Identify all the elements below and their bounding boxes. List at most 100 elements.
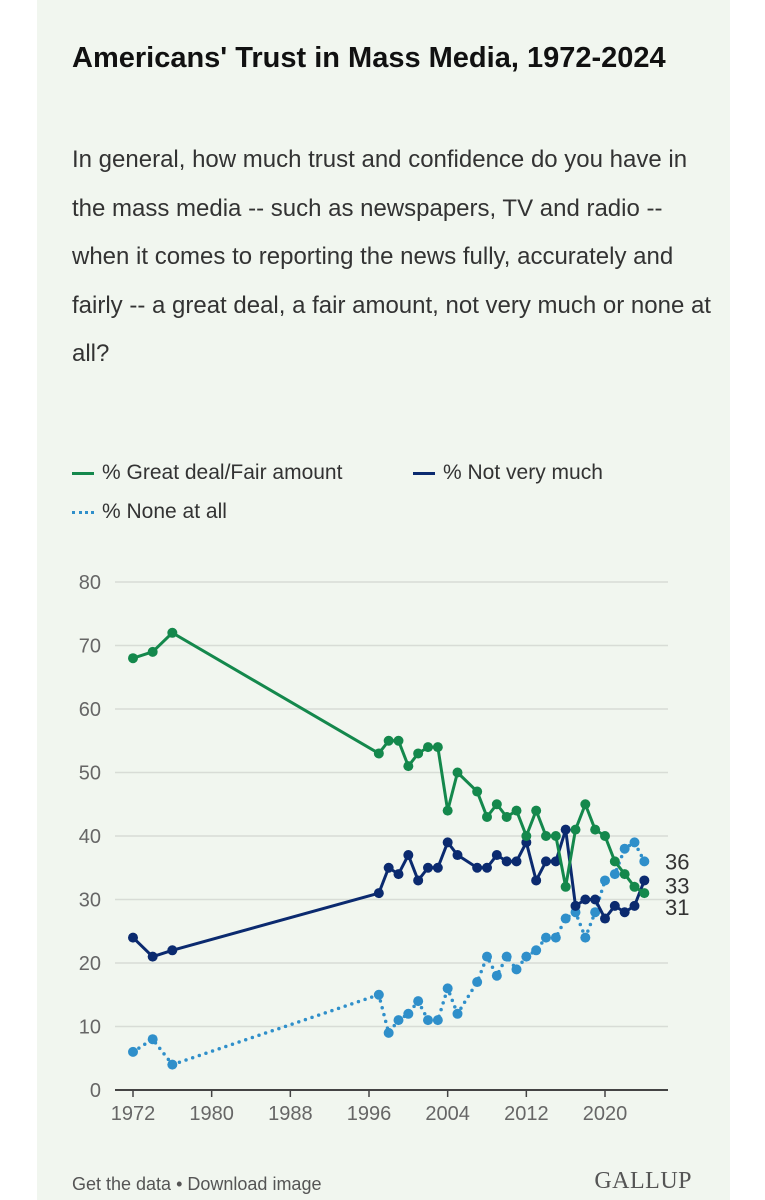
data-point	[383, 735, 394, 746]
data-point	[580, 932, 591, 943]
chart-title: Americans' Trust in Mass Media, 1972-202…	[72, 42, 666, 74]
data-point	[590, 824, 601, 835]
x-tick-label: 2012	[504, 1103, 549, 1125]
x-tick-label: 1996	[347, 1103, 392, 1125]
y-tick-label: 80	[79, 572, 101, 594]
data-point	[167, 1059, 178, 1070]
end-value-label: 36	[665, 849, 689, 874]
data-point	[403, 761, 414, 772]
data-point	[393, 735, 404, 746]
data-point	[482, 862, 492, 873]
legend-item-not-very-much: % Not very much	[413, 461, 603, 485]
data-point	[491, 850, 502, 861]
data-point	[501, 856, 512, 867]
legend-item-great-deal: % Great deal/Fair amount	[72, 461, 342, 485]
gallup-logo: GALLUP	[594, 1168, 692, 1194]
data-point	[472, 977, 483, 988]
data-point	[432, 742, 443, 753]
data-point	[452, 850, 463, 861]
y-tick-label: 50	[79, 763, 101, 785]
data-point	[393, 1015, 404, 1026]
data-point	[423, 862, 433, 873]
data-point	[373, 748, 384, 759]
data-point	[393, 869, 404, 880]
data-point	[413, 748, 424, 759]
data-point	[147, 1034, 158, 1045]
data-point	[570, 900, 581, 911]
data-point	[590, 907, 601, 918]
data-point	[442, 805, 453, 816]
y-tick-label: 20	[79, 953, 101, 975]
data-point	[521, 831, 532, 841]
data-point	[491, 799, 502, 810]
data-point	[619, 869, 630, 880]
legend-label: % Not very much	[443, 461, 603, 484]
data-point	[511, 964, 522, 975]
data-point	[413, 875, 424, 886]
download-image-link[interactable]: Download image	[187, 1174, 322, 1194]
data-point	[383, 862, 394, 873]
data-point	[373, 989, 384, 1000]
series-line	[131, 840, 647, 1067]
x-tick-label: 1980	[189, 1103, 234, 1125]
data-point	[521, 951, 532, 962]
x-tick-label: 1972	[111, 1103, 156, 1125]
legend-swatch	[413, 471, 435, 475]
y-tick-label: 10	[79, 1017, 101, 1039]
data-point	[383, 1027, 394, 1038]
data-point	[423, 1015, 433, 1026]
data-point	[609, 900, 620, 911]
data-point	[531, 875, 542, 886]
data-point	[413, 996, 424, 1007]
x-tick-label: 2020	[583, 1103, 628, 1125]
data-point	[147, 951, 158, 962]
data-point	[472, 786, 483, 797]
data-point	[403, 1008, 414, 1019]
data-point	[629, 900, 640, 911]
legend-swatch	[72, 471, 94, 475]
data-point	[482, 811, 492, 822]
footer-links: Get the data • Download image	[72, 1174, 321, 1195]
data-point	[580, 894, 591, 905]
data-point	[423, 742, 433, 753]
data-point	[560, 824, 571, 835]
data-point	[609, 869, 620, 880]
y-tick-label: 70	[79, 636, 101, 658]
y-tick-label: 30	[79, 890, 101, 912]
data-point	[600, 831, 610, 841]
x-tick-label: 1988	[268, 1103, 313, 1125]
data-point	[541, 932, 551, 943]
x-tick-label: 2004	[425, 1103, 470, 1125]
data-point	[403, 850, 414, 861]
data-point	[600, 875, 610, 886]
data-point	[639, 875, 650, 886]
data-point	[128, 932, 138, 943]
data-point	[167, 945, 178, 956]
data-point	[511, 856, 522, 867]
data-point	[570, 824, 581, 835]
data-point	[600, 913, 610, 924]
data-point	[531, 945, 542, 956]
data-point	[442, 983, 453, 994]
data-point	[639, 888, 650, 899]
data-point	[619, 907, 630, 918]
data-point	[167, 627, 178, 638]
end-value-label: 31	[665, 895, 689, 920]
get-data-link[interactable]: Get the data	[72, 1174, 172, 1194]
data-point	[452, 767, 463, 778]
legend-swatch	[72, 510, 94, 514]
data-point	[432, 1015, 443, 1026]
data-point	[541, 831, 551, 841]
series-line	[131, 828, 646, 959]
data-point	[541, 856, 551, 867]
data-point	[531, 805, 542, 816]
data-point	[432, 862, 443, 873]
data-point	[550, 932, 561, 943]
y-tick-label: 40	[79, 826, 101, 848]
data-point	[501, 951, 512, 962]
legend-label: % Great deal/Fair amount	[102, 461, 343, 484]
data-point	[452, 1008, 463, 1019]
data-point	[550, 856, 561, 867]
data-point	[472, 862, 483, 873]
